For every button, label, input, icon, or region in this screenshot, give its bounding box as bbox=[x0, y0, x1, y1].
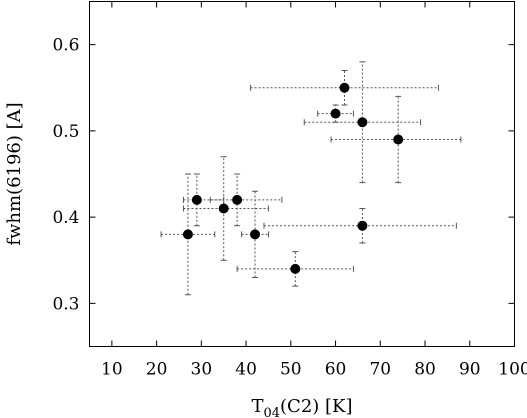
data-points bbox=[182, 82, 404, 274]
data-point bbox=[250, 229, 261, 240]
data-point bbox=[339, 82, 350, 93]
x-tick-label: 10 bbox=[101, 360, 123, 380]
x-tick-label: 70 bbox=[369, 360, 391, 380]
x-axis-label: T04(C2) [K] bbox=[251, 396, 352, 418]
data-point bbox=[357, 117, 368, 128]
y-tick-label: 0.6 bbox=[52, 36, 79, 56]
x-tick-label: 80 bbox=[414, 360, 436, 380]
x-axis-label-suffix: (C2) [K] bbox=[280, 396, 352, 417]
plot-frame bbox=[89, 1, 515, 347]
y-tick-label: 0.4 bbox=[52, 208, 79, 228]
x-axis-ticks: 10 20 30 40 50 60 70 80 90 100 bbox=[101, 1, 527, 380]
data-point bbox=[330, 108, 341, 119]
data-point bbox=[182, 229, 193, 240]
data-point bbox=[290, 263, 301, 274]
y-tick-label: 0.3 bbox=[52, 294, 79, 314]
data-point bbox=[357, 220, 368, 231]
y-tick-label: 0.5 bbox=[52, 122, 79, 142]
x-tick-label: 40 bbox=[235, 360, 257, 380]
data-point bbox=[232, 194, 243, 205]
x-axis-label-subscript: 04 bbox=[263, 406, 280, 418]
x-axis-label-main: T bbox=[251, 396, 263, 417]
data-point bbox=[191, 194, 202, 205]
x-tick-label: 90 bbox=[459, 360, 481, 380]
y-axis-ticks: 0.3 0.4 0.5 0.6 bbox=[52, 36, 515, 314]
y-axis-label: fwhm(6196) [A] bbox=[4, 102, 25, 245]
x-tick-label: 100 bbox=[498, 360, 527, 380]
x-tick-label: 50 bbox=[280, 360, 302, 380]
data-point bbox=[393, 134, 404, 145]
data-point bbox=[218, 203, 229, 214]
x-tick-label: 20 bbox=[146, 360, 168, 380]
error-bars bbox=[160, 61, 462, 296]
x-tick-label: 60 bbox=[325, 360, 347, 380]
x-tick-label: 30 bbox=[191, 360, 213, 380]
